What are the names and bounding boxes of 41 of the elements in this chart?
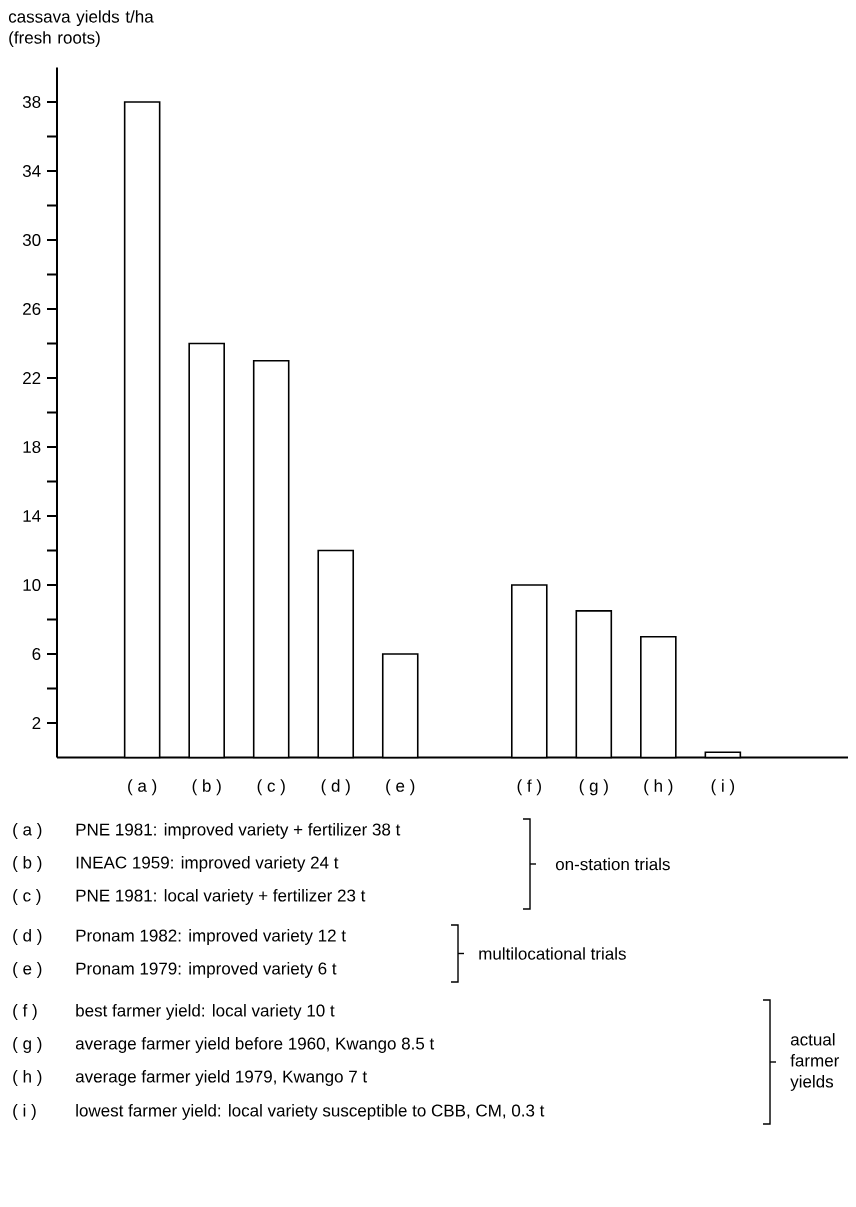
category-label: ( i ) [13, 1104, 36, 1120]
y-tick-label: 14 [23, 510, 41, 522]
x-tick-label: ( g ) [579, 779, 608, 796]
y-tick-label: 30 [22, 233, 41, 247]
y-tick-label: 22 [23, 372, 41, 384]
category-label: ( c ) [13, 889, 41, 905]
category-label: ( e ) [13, 962, 42, 978]
y-tick-label: 18 [23, 440, 41, 454]
x-tick-label: ( h ) [644, 779, 673, 796]
y-tick-label: 6 [32, 647, 41, 661]
category-label: ( d ) [13, 929, 42, 945]
y-tick-label: 10 [23, 578, 41, 592]
x-tick-label: ( f ) [517, 779, 541, 796]
x-tick-label: ( a ) [128, 779, 157, 796]
y-tick-label: 26 [23, 302, 41, 316]
y-tick-label: 2 [32, 717, 41, 729]
y-tick-label: 34 [22, 164, 41, 178]
x-tick-label: ( b ) [192, 779, 221, 796]
text: average farmer yield before 1960, Kwango 8.5 t [75, 1037, 435, 1053]
x-tick-label: ( c ) [257, 779, 285, 796]
category-label: ( h ) [13, 1070, 42, 1086]
x-tick-label: ( e ) [386, 779, 415, 796]
y-tick-label: 38 [22, 95, 41, 109]
text: Pronam 1982: improved variety 12 t [76, 929, 346, 945]
category-label: ( g ) [13, 1037, 42, 1053]
x-tick-label: ( d ) [321, 779, 350, 796]
text: lowest farmer yield: local variety susceptible to CBB, CM, 0.3 t [76, 1104, 545, 1120]
text: multilocational trials [479, 947, 626, 960]
x-tick-label: ( i ) [711, 779, 735, 796]
text: Pronam 1979: improved variety 6 t [76, 962, 337, 978]
category-label: ( f ) [13, 1004, 37, 1020]
text: best farmer yield: local variety 10 t [76, 1004, 335, 1020]
text: INEAC 1959: improved variety 24 t [76, 856, 339, 872]
text: actual farmer yields [790, 1033, 840, 1091]
category-label: ( a ) [13, 823, 42, 839]
text: on-station trials [555, 857, 670, 871]
text: average farmer yield 1979, Kwango 7 t [75, 1070, 368, 1086]
category-label: ( b ) [13, 856, 42, 872]
text: PNE 1981: local variety + fertilizer 23 t [76, 889, 366, 905]
text: PNE 1981: improved variety + fertilizer 38 t [76, 823, 401, 839]
y-axis-title: cassava yields t/ha (fresh roots) [8, 10, 154, 48]
